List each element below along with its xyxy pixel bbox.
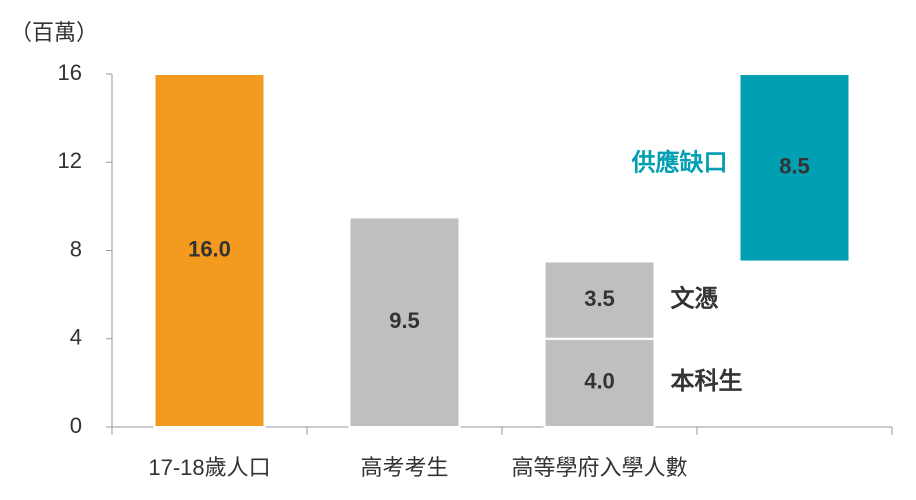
bar — [543, 260, 656, 340]
data-label: 16.0 — [188, 236, 231, 261]
bar — [738, 73, 851, 263]
y-tick-label: 12 — [58, 148, 82, 173]
y-tick-label: 4 — [70, 325, 82, 350]
bar — [348, 216, 461, 428]
data-label: 8.5 — [779, 154, 810, 179]
series-label: 文憑 — [671, 284, 719, 312]
y-tick-label: 16 — [58, 60, 82, 85]
data-label: 3.5 — [584, 286, 615, 311]
x-tick-label: 17-18歲人口 — [148, 455, 270, 480]
x-tick-label: 高等學府入學人數 — [511, 455, 687, 480]
y-unit-label: （百萬） — [10, 20, 98, 45]
data-label: 4.0 — [584, 369, 615, 394]
bar — [153, 73, 266, 428]
x-tick-label: 高考考生 — [360, 455, 448, 480]
data-label: 9.5 — [389, 308, 420, 333]
series-label: 供應缺口 — [631, 148, 728, 176]
y-tick-label: 8 — [70, 236, 82, 261]
series-label: 本科生 — [671, 368, 743, 395]
y-tick-label: 0 — [70, 413, 82, 438]
